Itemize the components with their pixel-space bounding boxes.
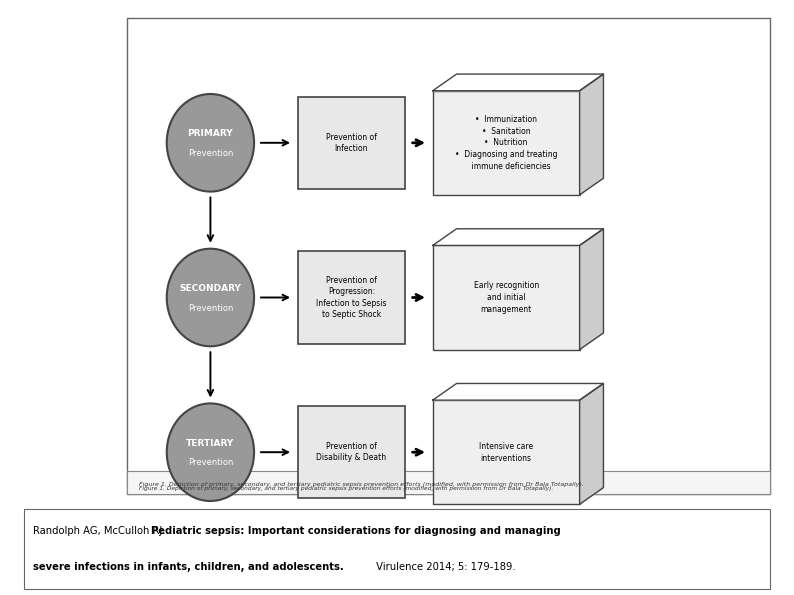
Bar — [127, 18, 770, 494]
Polygon shape — [580, 229, 603, 349]
Bar — [127, 471, 770, 494]
Polygon shape — [433, 383, 603, 400]
Ellipse shape — [167, 94, 254, 192]
Bar — [298, 251, 405, 344]
Ellipse shape — [167, 249, 254, 346]
Text: Prevention: Prevention — [187, 149, 233, 158]
Text: Pediatric sepsis: Important considerations for diagnosing and managing: Pediatric sepsis: Important consideratio… — [151, 526, 561, 536]
Text: Prevention of
Disability & Death: Prevention of Disability & Death — [316, 442, 387, 462]
Text: Early recognition
and initial
management: Early recognition and initial management — [473, 281, 539, 314]
Bar — [298, 96, 405, 189]
Bar — [433, 91, 580, 195]
Text: PRIMARY: PRIMARY — [187, 129, 233, 139]
Polygon shape — [580, 74, 603, 195]
Text: Randolph AG, McCulloh RJ.: Randolph AG, McCulloh RJ. — [33, 526, 169, 536]
Polygon shape — [580, 383, 603, 505]
Text: Prevention: Prevention — [187, 303, 233, 313]
Text: Virulence 2014; 5: 179-189.: Virulence 2014; 5: 179-189. — [373, 562, 516, 572]
Text: Prevention of
Infection: Prevention of Infection — [326, 133, 377, 153]
Text: Intensive care
interventions: Intensive care interventions — [479, 442, 534, 462]
Text: Prevention of
Progression:
Infection to Sepsis
to Septic Shock: Prevention of Progression: Infection to … — [316, 276, 387, 319]
Polygon shape — [433, 74, 603, 91]
Text: TERTIARY: TERTIARY — [187, 439, 234, 448]
Text: severe infections in infants, children, and adolescents.: severe infections in infants, children, … — [33, 562, 344, 572]
Text: Figure 1. Depiction of primary, secondary, and tertiary pediatric sepsis prevent: Figure 1. Depiction of primary, secondar… — [139, 486, 553, 491]
Text: •  Immunization
•  Sanitation
•  Nutrition
•  Diagnosing and treating
    immune: • Immunization • Sanitation • Nutrition … — [455, 115, 557, 171]
Text: Prevention: Prevention — [187, 458, 233, 468]
Bar — [433, 246, 580, 349]
Ellipse shape — [167, 403, 254, 501]
Bar — [24, 509, 770, 589]
Bar — [298, 406, 405, 499]
Bar — [433, 400, 580, 505]
Text: SECONDARY: SECONDARY — [179, 284, 241, 293]
Polygon shape — [433, 229, 603, 246]
Text: Figure 1. Depiction of primary, secondary, and tertiary pediatric sepsis prevent: Figure 1. Depiction of primary, secondar… — [139, 482, 584, 487]
